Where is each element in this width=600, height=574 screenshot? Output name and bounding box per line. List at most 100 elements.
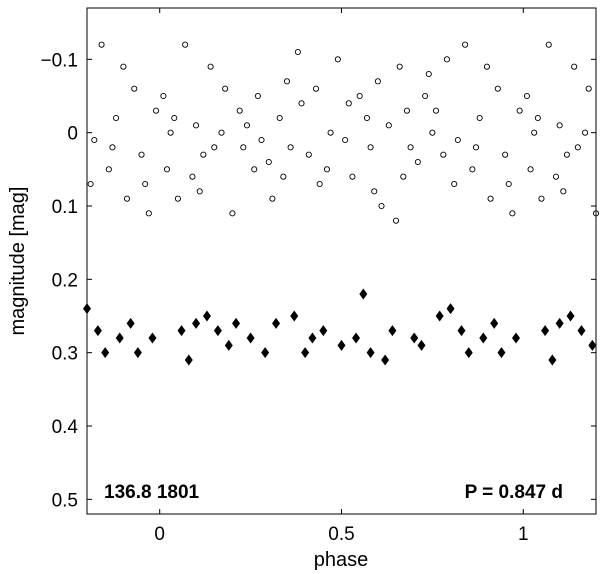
open-circle-point (396, 63, 403, 70)
open-circle-point (294, 48, 301, 56)
open-circle-point (531, 129, 538, 136)
open-circle-point (196, 188, 203, 195)
filled-diamond-point (566, 310, 575, 322)
open-circle-point (432, 107, 440, 114)
filled-diamond-point (232, 317, 241, 329)
x-tick-label: 0 (154, 524, 165, 545)
open-circle-point (534, 114, 541, 122)
y-tick-label: 0.1 (52, 197, 78, 218)
filled-diamond-point (184, 354, 193, 366)
filled-diamond-point (417, 339, 426, 351)
open-circle-point (193, 122, 200, 129)
filled-diamond-point (388, 325, 397, 337)
filled-diamond-point (381, 354, 390, 366)
open-circle-point (163, 166, 171, 173)
open-circle-point (349, 173, 356, 180)
plot-background (87, 8, 596, 514)
open-circle-point (538, 195, 545, 202)
filled-diamond-point (148, 332, 157, 344)
open-circle-point (403, 107, 410, 114)
filled-diamond-point (555, 317, 564, 329)
filled-diamond-point (446, 303, 455, 315)
open-circle-point (356, 92, 363, 100)
open-circle-point (523, 92, 530, 100)
filled-diamond-point (512, 332, 521, 344)
open-circle-point (87, 180, 94, 188)
open-circle-point (98, 41, 105, 48)
x-axis-ticks: 0 0.5 1 (154, 8, 529, 545)
open-circle-point (182, 41, 189, 48)
open-circle-point (527, 166, 534, 173)
filled-diamond-point (577, 325, 586, 337)
open-circle-point (509, 210, 516, 217)
open-circle-point (425, 70, 432, 78)
filled-diamond-point (261, 347, 270, 359)
filled-diamond-point (548, 354, 557, 366)
open-circle-point (574, 144, 581, 151)
open-circle-point (229, 210, 236, 217)
open-circle-point (138, 151, 145, 158)
filled-diamond-point (308, 332, 317, 344)
y-axis-label: magnitude [mag] (7, 187, 29, 336)
open-circle-point (120, 63, 127, 70)
open-circle-point (392, 217, 400, 224)
open-circle-point (342, 136, 349, 144)
filled-diamond-point (101, 347, 110, 359)
filled-diamond-point (435, 310, 444, 322)
filled-diamond-point (246, 332, 255, 344)
open-circle-point (494, 85, 501, 92)
open-circle-point (440, 151, 447, 158)
filled-diamond-point (479, 332, 488, 344)
open-circle-point (91, 136, 98, 144)
open-circle-point (407, 144, 414, 151)
open-circle-point (243, 122, 251, 129)
open-circle-point (218, 129, 225, 136)
open-circle-point (334, 56, 341, 63)
filled-diamond-point (490, 317, 499, 329)
open-circle-point (469, 166, 476, 173)
open-circle-point (487, 195, 494, 202)
open-circle-point (236, 107, 243, 114)
open-circle-point (560, 188, 567, 195)
open-circle-point (516, 107, 523, 114)
open-circle-point (571, 63, 578, 70)
filled-diamond-point (337, 339, 346, 351)
open-circle-point (316, 180, 323, 188)
open-circle-point (545, 41, 552, 48)
open-circle-point (222, 85, 229, 92)
open-circle-point (283, 78, 291, 85)
open-circle-point (371, 188, 378, 195)
open-circle-point (174, 195, 181, 202)
open-circle-point (385, 122, 392, 129)
y-tick-label: 0.3 (52, 344, 78, 365)
x-tick-label: 1 (518, 524, 529, 545)
open-circle-point (451, 180, 458, 188)
open-circle-point (131, 85, 138, 92)
filled-diamond-point (541, 325, 550, 337)
filled-diamond-point (115, 332, 124, 344)
filled-diamond-point (202, 310, 211, 322)
open-circle-point (585, 85, 592, 92)
filled-diamond-point (224, 339, 233, 351)
open-circle-point (109, 144, 116, 151)
filled-diamond-point (588, 339, 597, 351)
filled-diamond-point (213, 325, 222, 337)
open-circle-point (454, 136, 461, 144)
filled-diamond-point (192, 317, 201, 329)
open-circle-point (582, 129, 589, 136)
open-circle-point (556, 122, 563, 129)
open-circle-point (254, 92, 261, 100)
open-circle-point (153, 107, 160, 114)
open-circle-point (145, 210, 152, 217)
filled-diamond-point (319, 325, 328, 337)
filled-diamond-point (177, 325, 186, 337)
open-circle-point (323, 166, 331, 173)
filled-diamond-point (290, 310, 299, 322)
open-circle-point (258, 136, 265, 144)
open-circle-point (443, 56, 450, 63)
filled-diamond-point (366, 347, 375, 359)
open-circle-point (207, 63, 214, 70)
open-circle-point (476, 114, 483, 122)
open-circle-point (160, 92, 167, 100)
